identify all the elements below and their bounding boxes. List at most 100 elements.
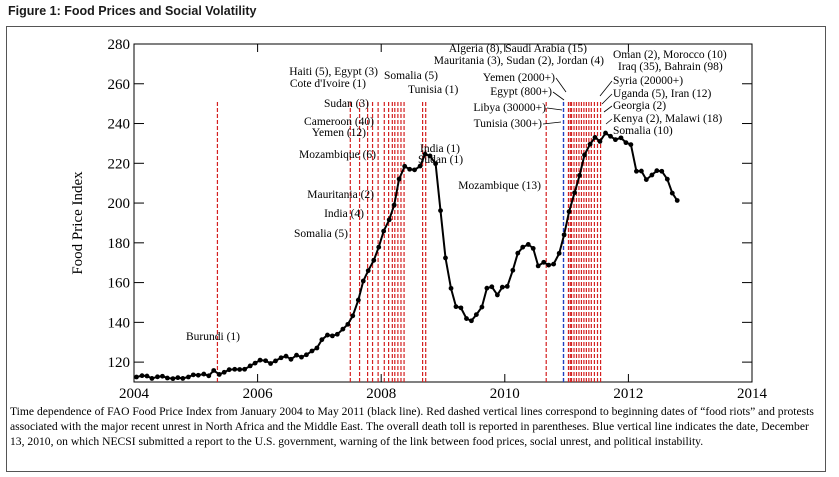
- data-point: [381, 228, 387, 234]
- annotation-leader: [555, 77, 567, 93]
- riot-annotation: Haiti (5), Egypt (3): [289, 66, 378, 78]
- data-point: [489, 284, 495, 290]
- data-point: [396, 176, 402, 182]
- data-point: [504, 283, 510, 289]
- data-point: [628, 142, 634, 148]
- riot-annotation: Syria (20000+): [613, 75, 683, 87]
- data-point: [144, 373, 150, 379]
- data-point: [659, 168, 665, 174]
- data-point: [309, 348, 315, 354]
- data-point: [623, 140, 629, 146]
- data-point: [525, 242, 531, 247]
- x-tick-label: 2008: [366, 386, 396, 402]
- data-point: [329, 333, 335, 339]
- y-tick-label: 160: [108, 276, 131, 292]
- data-point: [453, 304, 459, 310]
- riot-lines-group: [216, 102, 602, 382]
- riot-annotation: Iraq (35), Bahrain (98): [618, 61, 723, 73]
- annotations-group: Burundi (1) Somalia (5) India (4) Mauritani…: [186, 43, 727, 343]
- data-point: [134, 374, 139, 380]
- data-point: [469, 318, 474, 324]
- data-point: [216, 372, 222, 377]
- data-point: [597, 139, 603, 144]
- riot-annotation: Kenya (2), Malawi (18): [613, 113, 722, 125]
- data-point: [226, 367, 232, 373]
- data-point: [190, 372, 196, 378]
- riot-annotation: Somalia (5): [384, 70, 438, 82]
- annotation-leader: [552, 91, 565, 101]
- data-point: [638, 168, 644, 174]
- data-point: [294, 352, 299, 358]
- data-point: [149, 376, 155, 381]
- data-point: [618, 135, 624, 141]
- data-point: [551, 261, 557, 267]
- y-axis-title: Food Price Index: [70, 171, 86, 275]
- riot-annotation: Oman (2), Morocco (10): [613, 49, 727, 61]
- data-point: [473, 312, 479, 317]
- data-point: [195, 372, 201, 378]
- data-point: [417, 163, 423, 169]
- y-tick-label: 120: [108, 355, 131, 371]
- data-point: [556, 250, 562, 256]
- annotation-leader: [605, 118, 613, 125]
- riot-annotation: Georgia (2): [613, 100, 666, 112]
- data-point: [355, 297, 361, 303]
- data-point: [340, 326, 346, 332]
- riot-annotation: Somalia (10): [613, 125, 673, 137]
- data-point: [438, 208, 443, 214]
- riot-annotation: Sudan (3): [324, 98, 369, 110]
- annotation-leader: [603, 105, 613, 113]
- riot-annotation: Tunisia (1): [408, 84, 459, 96]
- riot-annotation: Egypt (800+): [490, 86, 552, 98]
- data-point: [185, 374, 191, 380]
- annotation-leader: [546, 107, 563, 111]
- figure-frame: [6, 26, 826, 472]
- data-point: [407, 166, 413, 172]
- data-point: [479, 304, 485, 310]
- riot-annotation: Mozambique (13): [458, 180, 541, 192]
- data-point: [391, 202, 397, 208]
- data-point: [252, 360, 258, 366]
- data-point: [360, 278, 366, 284]
- riot-annotation: Sudan (1): [418, 154, 463, 166]
- data-point: [427, 153, 433, 159]
- figure-caption: Time dependence of FAO Food Price Index …: [10, 405, 814, 448]
- riot-annotation: Burundi (1): [186, 331, 240, 343]
- data-point: [458, 305, 464, 311]
- x-tick-label: 2006: [243, 386, 274, 402]
- y-tick-label: 260: [108, 77, 131, 93]
- y-tick-label: 220: [108, 156, 131, 172]
- riot-annotation: Tunisia (300+): [474, 118, 543, 130]
- data-point: [257, 357, 263, 363]
- data-point: [170, 376, 176, 382]
- data-point: [664, 176, 670, 182]
- data-point: [654, 168, 660, 174]
- data-point: [319, 337, 325, 343]
- data-point: [237, 367, 243, 372]
- data-point: [304, 352, 309, 358]
- data-point: [572, 190, 578, 196]
- data-point: [433, 161, 438, 167]
- data-point: [499, 284, 505, 290]
- price-index-line: [136, 131, 679, 380]
- data-point: [669, 190, 675, 196]
- x-tick-label: 2010: [490, 386, 520, 402]
- data-point: [345, 321, 351, 327]
- data-point: [365, 268, 371, 274]
- y-tick-label: 280: [108, 37, 131, 53]
- data-point: [608, 133, 613, 139]
- riot-annotation: India (1): [420, 143, 460, 155]
- plot-area-border: [133, 43, 753, 383]
- riot-annotation: Cameroon (40): [304, 116, 374, 128]
- data-point: [515, 250, 521, 256]
- riot-annotation: Yemen (12): [312, 127, 366, 139]
- data-point: [386, 217, 392, 223]
- data-point: [582, 152, 587, 158]
- data-point: [402, 163, 408, 169]
- x-tick-label: 2012: [613, 386, 643, 402]
- annotation-leader: [542, 121, 562, 125]
- data-point: [643, 177, 649, 182]
- data-point: [674, 198, 680, 203]
- data-point: [587, 141, 593, 147]
